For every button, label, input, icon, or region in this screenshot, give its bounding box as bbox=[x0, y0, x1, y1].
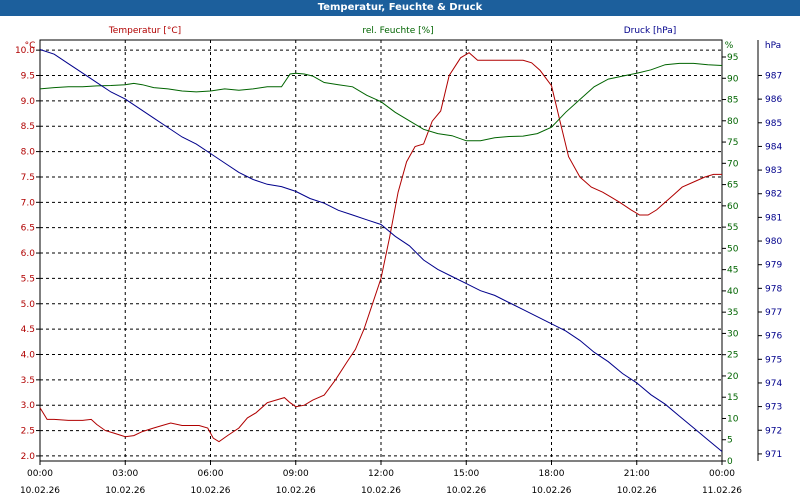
x-tick-label-date: 10.02.26 bbox=[446, 486, 486, 496]
humidity-tick-label: 5 bbox=[727, 436, 733, 446]
pressure-tick-label: 986 bbox=[765, 95, 782, 105]
humidity-tick-label: 85 bbox=[727, 96, 738, 106]
x-tick-label-date: 11.02.26 bbox=[702, 486, 742, 496]
humidity-unit: % bbox=[725, 41, 734, 51]
x-tick-label-time: 18:00 bbox=[539, 469, 565, 479]
humidity-tick-label: 95 bbox=[727, 53, 738, 63]
x-tick-label-time: 21:00 bbox=[624, 469, 650, 479]
humidity-tick-label: 40 bbox=[727, 287, 739, 297]
pressure-tick-label: 977 bbox=[765, 308, 782, 318]
pressure-tick-label: 978 bbox=[765, 284, 782, 294]
humidity-tick-label: 45 bbox=[727, 266, 738, 276]
pressure-tick-label: 982 bbox=[765, 190, 782, 200]
humidity-tick-label: 90 bbox=[727, 74, 739, 84]
x-tick-label-time: 15:00 bbox=[453, 469, 479, 479]
temperature-tick-label: 2.0 bbox=[21, 452, 36, 462]
temperature-tick-label: 8.0 bbox=[21, 148, 36, 158]
temperature-tick-label: 5.0 bbox=[21, 300, 36, 310]
humidity-tick-label: 50 bbox=[727, 244, 739, 254]
humidity-tick-label: 20 bbox=[727, 372, 739, 382]
temperature-unit: °C bbox=[25, 41, 36, 51]
x-tick-label-time: 06:00 bbox=[198, 469, 224, 479]
humidity-tick-label: 15 bbox=[727, 393, 738, 403]
humidity-tick-label: 55 bbox=[727, 223, 738, 233]
pressure-tick-label: 973 bbox=[765, 403, 782, 413]
pressure-tick-label: 971 bbox=[765, 450, 782, 460]
humidity-tick-label: 30 bbox=[727, 329, 739, 339]
x-tick-label-time: 00:00 bbox=[27, 469, 53, 479]
temperature-tick-label: 9.0 bbox=[21, 97, 36, 107]
pressure-series-line bbox=[39, 49, 723, 452]
x-tick-label-time: 03:00 bbox=[112, 469, 138, 479]
window-title: Temperatur, Feuchte & Druck bbox=[0, 0, 800, 16]
x-tick-label-time: 00:00 bbox=[709, 469, 735, 479]
temperature-tick-label: 6.5 bbox=[21, 224, 35, 234]
pressure-tick-label: 983 bbox=[765, 166, 782, 176]
humidity-axis-label: rel. Feuchte [%] bbox=[362, 26, 433, 36]
pressure-tick-label: 984 bbox=[765, 142, 782, 152]
humidity-tick-label: 60 bbox=[727, 202, 739, 212]
pressure-tick-label: 987 bbox=[765, 71, 782, 81]
humidity-tick-label: 70 bbox=[727, 159, 739, 169]
pressure-tick-label: 979 bbox=[765, 261, 782, 271]
temperature-tick-label: 3.5 bbox=[21, 376, 35, 386]
pressure-tick-label: 975 bbox=[765, 355, 782, 365]
temperature-tick-label: 7.5 bbox=[21, 173, 35, 183]
pressure-tick-label: 972 bbox=[765, 426, 782, 436]
x-tick-label-date: 10.02.26 bbox=[276, 486, 316, 496]
temperature-tick-label: 10.0 bbox=[15, 46, 35, 56]
temperature-tick-label: 5.5 bbox=[21, 274, 35, 284]
pressure-tick-label: 981 bbox=[765, 213, 782, 223]
x-tick-label-date: 10.02.26 bbox=[190, 486, 230, 496]
temperature-tick-label: 6.0 bbox=[21, 249, 36, 259]
pressure-tick-label: 974 bbox=[765, 379, 782, 389]
x-tick-label-time: 12:00 bbox=[368, 469, 394, 479]
x-tick-label-date: 10.02.26 bbox=[361, 486, 401, 496]
x-tick-label-date: 10.02.26 bbox=[20, 486, 60, 496]
temperature-tick-label: 4.5 bbox=[21, 325, 35, 335]
temperature-tick-label: 8.5 bbox=[21, 122, 35, 132]
pressure-unit: hPa bbox=[765, 41, 781, 51]
x-tick-label-time: 09:00 bbox=[283, 469, 309, 479]
humidity-tick-label: 65 bbox=[727, 181, 738, 191]
humidity-tick-label: 75 bbox=[727, 138, 738, 148]
temperature-tick-label: 7.0 bbox=[21, 198, 36, 208]
temperature-tick-label: 4.0 bbox=[21, 350, 36, 360]
humidity-tick-label: 35 bbox=[727, 308, 738, 318]
temperature-tick-label: 9.5 bbox=[21, 72, 35, 82]
pressure-tick-label: 980 bbox=[765, 237, 782, 247]
pressure-tick-label: 976 bbox=[765, 332, 782, 342]
humidity-tick-label: 80 bbox=[727, 117, 739, 127]
humidity-tick-label: 10 bbox=[727, 414, 739, 424]
temperature-axis-label: Temperatur [°C] bbox=[108, 26, 181, 36]
pressure-axis-label: Druck [hPa] bbox=[624, 26, 677, 36]
pressure-tick-label: 985 bbox=[765, 119, 782, 129]
humidity-series-line bbox=[39, 62, 723, 142]
humidity-tick-label: 0 bbox=[727, 457, 733, 467]
humidity-tick-label: 25 bbox=[727, 351, 738, 361]
x-tick-label-date: 10.02.26 bbox=[531, 486, 571, 496]
x-tick-label-date: 10.02.26 bbox=[105, 486, 145, 496]
x-tick-label-date: 10.02.26 bbox=[617, 486, 657, 496]
temperature-tick-label: 2.5 bbox=[21, 427, 35, 437]
temperature-series-line bbox=[39, 52, 722, 443]
temperature-tick-label: 3.0 bbox=[21, 401, 36, 411]
